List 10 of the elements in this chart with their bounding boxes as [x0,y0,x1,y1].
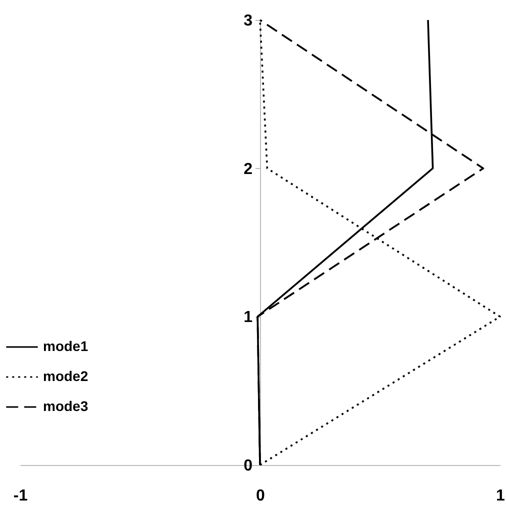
y-tick-label: 2 [244,160,253,178]
y-tick-label: 0 [244,458,253,474]
x-tick-label: 1 [496,488,506,504]
x-tick-label: -1 [13,488,28,504]
y-tick-label: 3 [244,12,253,30]
x-tick-label: 0 [256,488,266,504]
legend-label: mode2 [43,368,88,384]
legend-label: mode1 [43,338,88,354]
legend-label: mode3 [43,398,88,414]
y-tick-label: 1 [244,309,253,326]
